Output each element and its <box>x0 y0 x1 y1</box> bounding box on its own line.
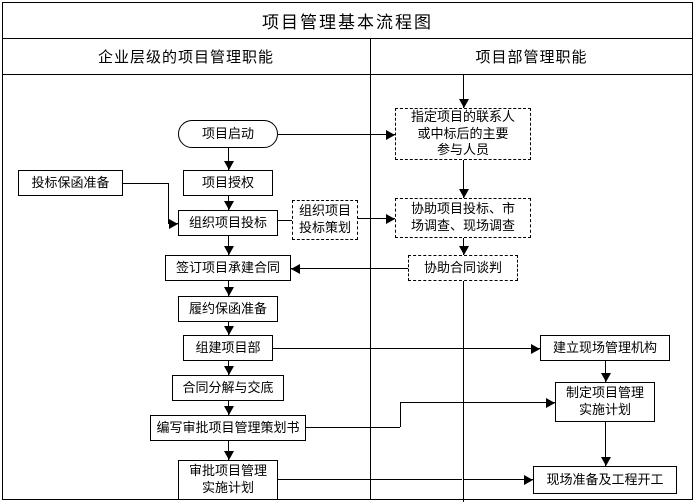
node-approve_plan: 审批项目管理 实施计划 <box>178 460 278 500</box>
edge <box>168 183 169 223</box>
edge <box>463 281 464 502</box>
edge <box>306 427 400 428</box>
arrowhead-down-icon <box>224 366 234 375</box>
node-bid_plan: 组织项目 投标策划 <box>292 200 358 240</box>
edge <box>273 348 540 349</box>
arrowhead-down-icon <box>224 287 234 296</box>
arrowhead-right-icon <box>531 344 540 354</box>
arrowhead-down-icon <box>224 161 234 170</box>
node-perf_bond: 履约保函准备 <box>178 296 278 322</box>
arrowhead-right-icon <box>524 475 533 485</box>
edge <box>278 479 462 480</box>
header-left: 企业层级的项目管理职能 <box>2 38 370 74</box>
diagram-title: 项目管理基本流程图 <box>2 2 693 38</box>
arrowhead-down-icon <box>224 201 234 210</box>
node-start: 项目启动 <box>178 120 278 148</box>
arrowhead-right-icon <box>169 219 178 229</box>
arrowhead-down-icon <box>601 373 611 382</box>
edge <box>291 268 408 269</box>
edge <box>400 402 555 403</box>
arrowhead-right-icon <box>546 398 555 408</box>
flowchart-canvas: 项目管理基本流程图 企业层级的项目管理职能 项目部管理职能 项目启动投标保函准备… <box>0 0 695 502</box>
edge <box>464 479 533 480</box>
node-bid_bond: 投标保函准备 <box>18 170 123 196</box>
arrowhead-down-icon <box>459 246 469 255</box>
arrowhead-right-icon <box>386 214 395 224</box>
arrowhead-down-icon <box>459 189 469 198</box>
edge <box>123 183 168 184</box>
node-authorize: 项目授权 <box>183 170 273 196</box>
edge <box>278 220 292 221</box>
header-divider <box>2 74 693 75</box>
node-assist_bid: 协助项目投标、市 场调查、现场调查 <box>395 198 531 238</box>
node-contact: 指定项目的联系人 或中标后的主要 参与人员 <box>395 108 531 160</box>
arrowhead-right-icon <box>386 130 395 140</box>
arrowhead-down-icon <box>601 457 611 466</box>
node-decompose: 合同分解与交底 <box>172 375 284 401</box>
node-write_plan: 编写审批项目管理策划书 <box>150 415 306 441</box>
node-sign: 签订项目承建合同 <box>165 255 291 281</box>
node-build_pm: 组建项目部 <box>183 335 273 361</box>
edge <box>400 402 401 427</box>
node-org_bid: 组织项目投标 <box>178 210 278 236</box>
column-divider <box>370 38 371 500</box>
header-right: 项目部管理职能 <box>370 38 693 74</box>
node-impl_plan: 制定项目管理 实施计划 <box>555 382 655 422</box>
arrowhead-left-icon <box>291 264 300 274</box>
arrowhead-down-icon <box>224 406 234 415</box>
node-site_org: 建立现场管理机构 <box>540 335 670 361</box>
node-site_start: 现场准备及工程开工 <box>533 466 677 494</box>
node-assist_neg: 协助合同谈判 <box>408 255 518 281</box>
arrowhead-down-icon <box>224 326 234 335</box>
outer-frame <box>2 2 693 500</box>
arrowhead-down-icon <box>224 246 234 255</box>
arrowhead-down-icon <box>224 451 234 460</box>
arrowhead-down-icon <box>459 99 469 108</box>
edge <box>278 134 395 135</box>
